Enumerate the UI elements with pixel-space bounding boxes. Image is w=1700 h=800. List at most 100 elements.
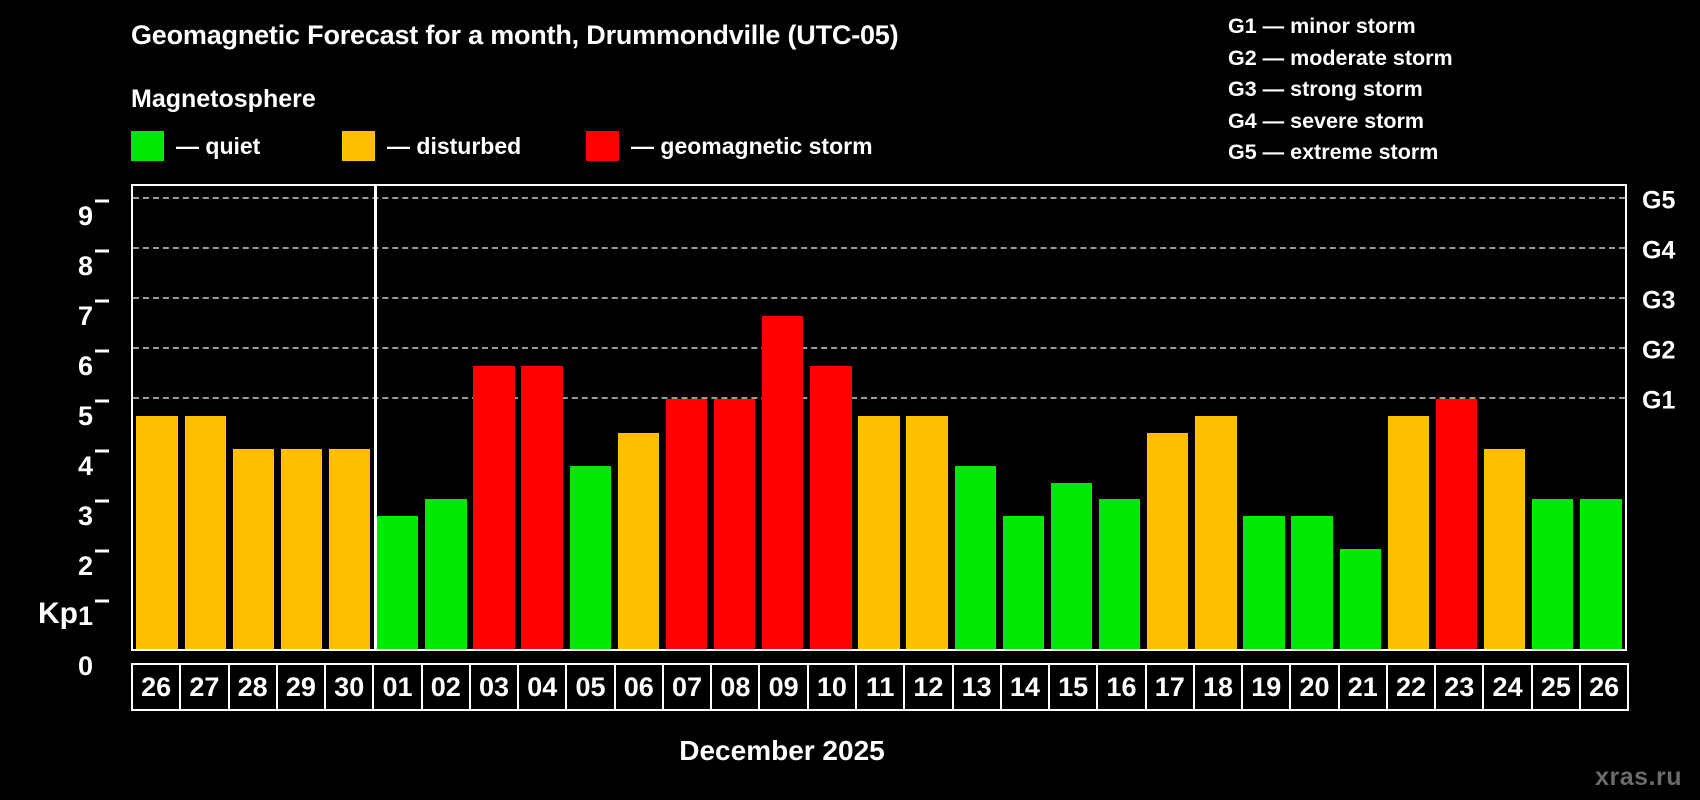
gridline-kp-9 [133,197,1625,200]
bar-day-12[interactable] [906,415,948,649]
day-label-06-10[interactable]: 06 [613,663,664,711]
day-label-08-12[interactable]: 08 [710,663,761,711]
y-tick-mark-4 [95,449,109,453]
legend-swatch-geomagnetic-storm [586,131,619,161]
day-label-12-16[interactable]: 12 [903,663,954,711]
bar-day-11[interactable] [858,415,900,649]
bar-day-26[interactable] [1580,499,1622,649]
bar-day-22[interactable] [1387,415,1429,649]
bar-day-30[interactable] [328,449,371,649]
bar-day-15[interactable] [1050,482,1093,649]
bar-slot [181,186,229,649]
g-tick-g2: G2 [1642,336,1676,365]
day-label-22-26[interactable]: 22 [1385,663,1437,711]
gscale-legend: G1 — minor storm G2 — moderate storm G3 — … [1228,11,1453,169]
bar-day-19[interactable] [1243,515,1285,649]
day-label-26-30[interactable]: 26 [1578,663,1630,711]
bar-day-02[interactable] [425,499,467,649]
day-label-01-5[interactable]: 01 [372,663,423,711]
bar-day-16[interactable] [1098,499,1141,649]
bar-day-14[interactable] [1002,515,1044,649]
gscale-line-g2: G2 — moderate storm [1228,45,1453,70]
watermark: xras.ru [1595,763,1682,791]
x-axis-title-text: December 2025 [679,735,885,766]
day-label-04-8[interactable]: 04 [517,663,568,711]
gridline-kp-8 [133,247,1625,250]
gridline-kp-5 [133,397,1625,400]
gscale-line-g3: G3 — strong storm [1228,77,1423,101]
day-label-25-29[interactable]: 25 [1530,663,1581,711]
g-tick-g3: G3 [1642,286,1676,315]
bar-day-21[interactable] [1339,549,1381,649]
bar-day-05[interactable] [569,465,611,649]
bar-day-20[interactable] [1291,515,1333,649]
day-label-21-25[interactable]: 21 [1337,663,1388,711]
day-label-03-7[interactable]: 03 [468,663,520,711]
bar-slot [1384,186,1432,649]
y-tick-mark-2 [95,549,109,553]
bar-day-24[interactable] [1483,449,1526,649]
bar-day-17[interactable] [1147,432,1189,649]
bar-day-27[interactable] [184,415,226,649]
day-label-13-17[interactable]: 13 [951,663,1002,711]
day-label-20-24[interactable]: 20 [1289,663,1340,711]
day-label-23-27[interactable]: 23 [1434,663,1485,711]
day-label-15-19[interactable]: 15 [1048,663,1099,711]
y-tick-mark-5 [95,399,109,403]
bar-day-10[interactable] [810,365,852,649]
bar-day-06[interactable] [617,432,659,649]
legend-item-quiet: — quiet [131,131,260,161]
bar-day-08[interactable] [713,399,756,649]
day-label-02-6[interactable]: 02 [420,663,471,711]
bar-day-03[interactable] [473,365,515,649]
day-label-27-1[interactable]: 27 [179,663,230,711]
gridline-kp-7 [133,297,1625,300]
bar-slot [1144,186,1192,649]
day-label-07-11[interactable]: 07 [661,663,713,711]
bar-slot [1192,186,1240,649]
day-label-24-28[interactable]: 24 [1482,663,1533,711]
bar-day-13[interactable] [954,465,996,649]
day-label-16-20[interactable]: 16 [1096,663,1147,711]
x-axis-title: December 2025 [0,735,1700,767]
day-label-09-13[interactable]: 09 [758,663,809,711]
bar-slot [326,186,374,649]
day-label-28-2[interactable]: 28 [227,663,278,711]
bar-slot [1336,186,1384,649]
bar-slot [1577,186,1625,649]
bar-slot [566,186,614,649]
day-label-18-22[interactable]: 18 [1192,663,1244,711]
bar-slot [277,186,325,649]
bar-slot [614,186,662,649]
bar-day-26[interactable] [136,415,178,649]
day-label-10-14[interactable]: 10 [806,663,857,711]
bar-day-29[interactable] [280,449,323,649]
bar-slot [1096,186,1144,649]
bar-day-04[interactable] [521,365,563,649]
bar-day-28[interactable] [232,449,274,649]
bar-day-09[interactable] [762,315,804,649]
bar-slot [422,186,470,649]
bar-slot [133,186,181,649]
day-label-05-9[interactable]: 05 [565,663,616,711]
bar-day-23[interactable] [1435,399,1478,649]
bar-slot [1432,186,1480,649]
day-label-26-0[interactable]: 26 [131,663,182,711]
day-label-30-4[interactable]: 30 [324,663,375,711]
bar-day-18[interactable] [1195,415,1237,649]
day-label-14-18[interactable]: 14 [999,663,1051,711]
bar-day-25[interactable] [1532,499,1574,649]
g-tick-g5: G5 [1642,186,1676,215]
day-label-17-21[interactable]: 17 [1144,663,1195,711]
legend-item-disturbed: — disturbed [342,131,521,161]
legend-label-disturbed: — disturbed [387,132,522,159]
x-axis-day-labels: 26 27 28 29 30 01 02 03 04 05 06 07 08 09 10 11 12 13 14 15… [131,663,1630,711]
bar-slot [855,186,903,649]
y-axis-title: Kp [38,597,78,630]
day-label-19-23[interactable]: 19 [1241,663,1292,711]
bar-day-07[interactable] [665,399,708,649]
bar-day-01[interactable] [377,515,419,649]
day-label-29-3[interactable]: 29 [275,663,327,711]
day-label-11-15[interactable]: 11 [854,663,906,711]
